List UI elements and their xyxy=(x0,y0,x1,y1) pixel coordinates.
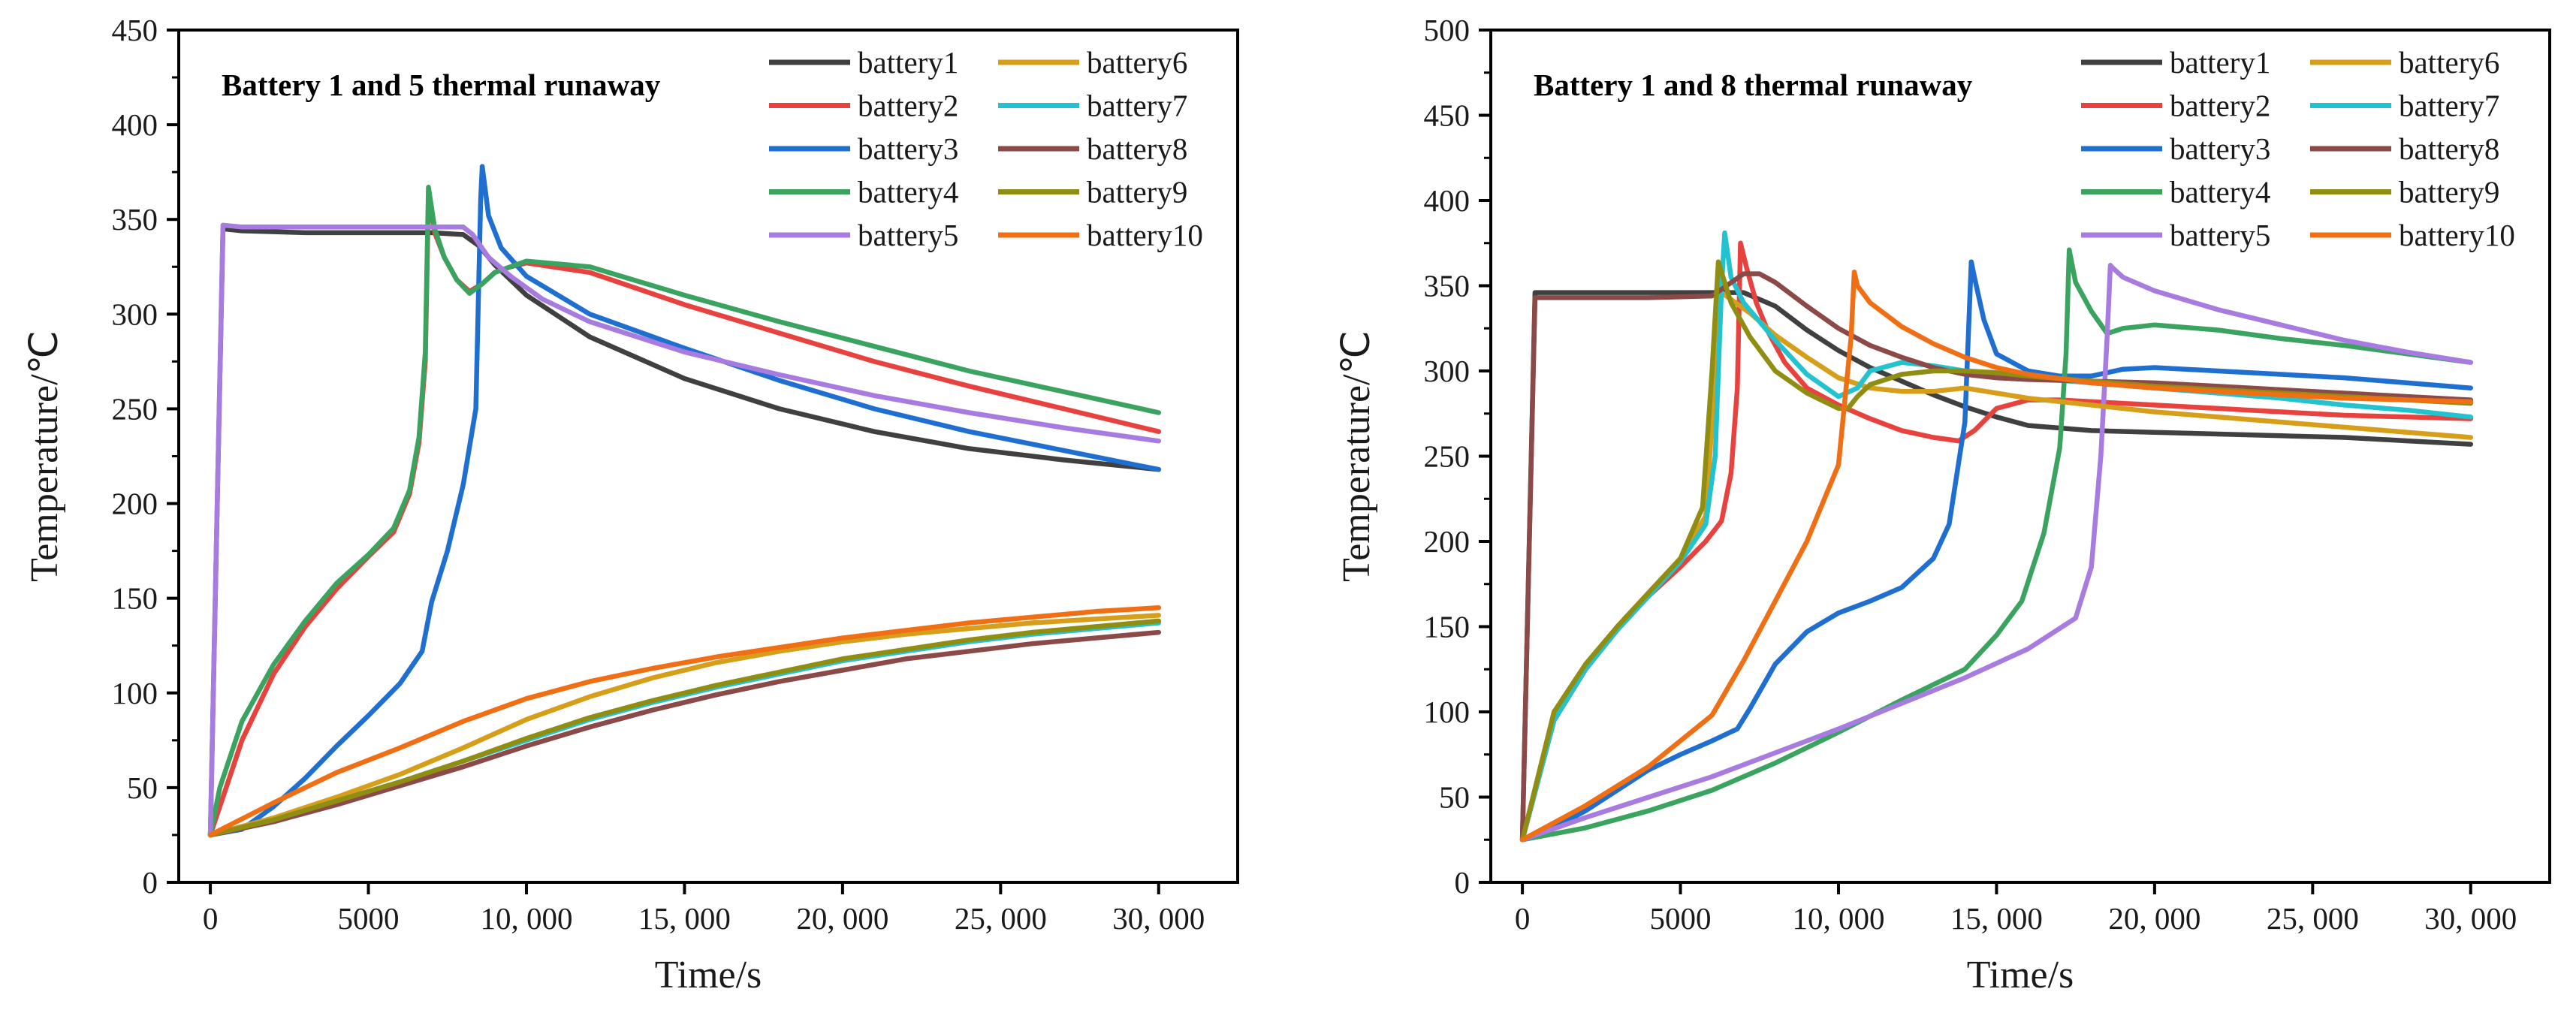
series-line-battery9 xyxy=(207,618,1162,838)
legend-label-battery3: battery3 xyxy=(2170,131,2270,166)
y-axis-title: Temperature/℃ xyxy=(23,330,66,582)
y-tick-label: 300 xyxy=(1424,354,1470,388)
x-tick-label: 10, 000 xyxy=(1792,901,1884,936)
y-tick-label: 350 xyxy=(112,202,158,237)
series-line-battery10 xyxy=(1519,270,2474,843)
y-tick-label: 350 xyxy=(1424,269,1470,303)
legend-label-battery4: battery4 xyxy=(858,175,958,210)
y-tick-label: 50 xyxy=(127,770,158,805)
chart-annotation: Battery 1 and 8 thermal runaway xyxy=(1534,68,1973,102)
axis-ticks: 0 5000 10, 000 15, 000 20, 000 25, 000 30, 000… xyxy=(112,13,1205,936)
legend: battery1 battery2 battery3 battery4 battery5… xyxy=(2081,45,2515,252)
series-line-battery10 xyxy=(207,605,1162,838)
y-tick-label: 0 xyxy=(1455,865,1470,900)
legend-label-battery3: battery3 xyxy=(858,131,958,166)
legend-label-battery2: battery2 xyxy=(858,89,958,123)
legend-label-battery8: battery8 xyxy=(2399,131,2499,166)
series-line-battery3 xyxy=(1519,259,2474,843)
y-tick-label: 450 xyxy=(112,13,158,47)
series-line-battery2 xyxy=(1519,240,2474,843)
series-line-battery5 xyxy=(207,222,1162,838)
series-line-battery8 xyxy=(1519,271,2474,843)
x-tick-label: 0 xyxy=(203,901,219,936)
y-axis-title: Temperature/℃ xyxy=(1335,330,1378,582)
series-line-battery5 xyxy=(1519,263,2474,843)
x-tick-label: 5000 xyxy=(1650,901,1712,936)
y-tick-label: 400 xyxy=(112,107,158,142)
chart-right: 0 5000 10, 000 15, 000 20, 000 25, 000 30, 000… xyxy=(1335,13,2551,996)
legend-label-battery7: battery7 xyxy=(1087,89,1187,123)
y-tick-label: 200 xyxy=(1424,524,1470,559)
legend-label-battery7: battery7 xyxy=(2399,89,2499,123)
legend-label-battery5: battery5 xyxy=(2170,218,2270,252)
y-tick-label: 450 xyxy=(1424,98,1470,133)
x-axis-title: Time/s xyxy=(1967,954,2074,996)
legend-label-battery6: battery6 xyxy=(2399,45,2499,80)
legend-label-battery6: battery6 xyxy=(1087,45,1187,80)
series-line-battery2 xyxy=(207,194,1162,838)
series-layer xyxy=(207,164,1162,838)
legend: battery1 battery2 battery3 battery4 battery5… xyxy=(769,45,1203,252)
y-tick-label: 200 xyxy=(112,487,158,521)
y-tick-label: 300 xyxy=(112,297,158,331)
series-layer xyxy=(1519,230,2474,843)
y-tick-label: 100 xyxy=(112,676,158,710)
legend-label-battery1: battery1 xyxy=(858,45,958,80)
x-tick-label: 20, 000 xyxy=(796,901,888,936)
y-tick-label: 50 xyxy=(1439,780,1470,815)
x-axis-title: Time/s xyxy=(655,954,762,996)
y-tick-label: 250 xyxy=(112,391,158,426)
axis-ticks: 0 5000 10, 000 15, 000 20, 000 25, 000 30, 000… xyxy=(1424,13,2517,936)
legend-label-battery10: battery10 xyxy=(2399,218,2515,252)
legend-label-battery5: battery5 xyxy=(858,218,958,252)
x-tick-label: 15, 000 xyxy=(1950,901,2043,936)
y-tick-label: 250 xyxy=(1424,439,1470,474)
series-line-battery7 xyxy=(1519,230,2474,843)
series-line-battery8 xyxy=(207,629,1162,838)
y-tick-label: 0 xyxy=(143,865,158,900)
x-tick-label: 25, 000 xyxy=(2267,901,2359,936)
chart-left: 0 5000 10, 000 15, 000 20, 000 25, 000 30, 000… xyxy=(23,13,1239,996)
y-tick-label: 400 xyxy=(1424,183,1470,218)
x-tick-label: 25, 000 xyxy=(955,901,1047,936)
plot-frame xyxy=(1489,29,2551,884)
y-tick-label: 150 xyxy=(1424,610,1470,644)
series-line-battery6 xyxy=(207,613,1162,838)
x-tick-label: 15, 000 xyxy=(638,901,731,936)
x-tick-label: 0 xyxy=(1515,901,1531,936)
y-tick-label: 100 xyxy=(1424,695,1470,729)
series-line-battery1 xyxy=(1519,290,2474,843)
series-line-battery3 xyxy=(207,164,1162,838)
series-line-battery1 xyxy=(207,226,1162,838)
legend-label-battery2: battery2 xyxy=(2170,89,2270,123)
legend-label-battery8: battery8 xyxy=(1087,131,1187,166)
series-line-battery4 xyxy=(207,185,1162,838)
plot-frame xyxy=(177,29,1239,884)
legend-label-battery1: battery1 xyxy=(2170,45,2270,80)
legend-label-battery9: battery9 xyxy=(1087,175,1187,210)
x-tick-label: 30, 000 xyxy=(1112,901,1205,936)
legend-label-battery4: battery4 xyxy=(2170,175,2270,210)
x-tick-label: 5000 xyxy=(338,901,400,936)
legend-label-battery9: battery9 xyxy=(2399,175,2499,210)
legend-label-battery10: battery10 xyxy=(1087,218,1203,252)
chart-annotation: Battery 1 and 5 thermal runaway xyxy=(222,68,661,102)
y-tick-label: 150 xyxy=(112,581,158,616)
x-tick-label: 30, 000 xyxy=(2424,901,2517,936)
y-tick-label: 500 xyxy=(1424,13,1470,47)
x-tick-label: 20, 000 xyxy=(2108,901,2200,936)
x-tick-label: 10, 000 xyxy=(480,901,572,936)
